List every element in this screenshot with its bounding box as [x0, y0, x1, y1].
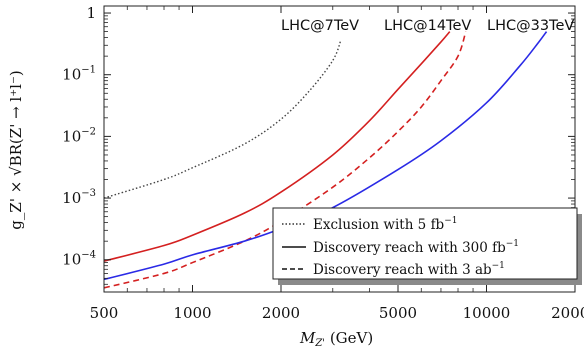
x-tick-label: 10000 [463, 304, 511, 322]
legend-entry-exclusion-sup: −1 [444, 216, 457, 226]
legend-entry-discovery-3ab-sup: −1 [492, 261, 505, 271]
legend-entry-exclusion: Exclusion with 5 fb−1 [313, 216, 457, 233]
legend-box [272, 207, 578, 280]
x-tick-label: 5000 [379, 304, 417, 322]
curve-label-7tev: LHC@7TeV [281, 18, 359, 34]
legend: Exclusion with 5 fb−1 Discovery reach wi… [272, 207, 582, 285]
legend-entry-discovery-300-sup: −1 [506, 239, 519, 249]
curve-label-14tev: LHC@14TeV [384, 18, 471, 34]
series-exclusion-0-line [104, 39, 342, 199]
legend-entry-exclusion-text: Exclusion with 5 fb [313, 217, 444, 233]
y-axis-title: g_Z' × √BR(Z' → l⁺l⁻) [7, 70, 25, 229]
legend-entry-discovery-300-text: Discovery reach with 300 fb [313, 240, 506, 256]
legend-entry-discovery-300: Discovery reach with 300 fb−1 [313, 239, 519, 256]
series-discovery_300-3-line [104, 31, 548, 281]
x-tick-label: 1000 [173, 304, 211, 322]
curve-label-33tev: LHC@33TeV [487, 18, 574, 34]
series-layer [104, 31, 548, 289]
y-tick-label: 1 [86, 4, 96, 22]
x-axis-title: MZ' (GeV) [299, 329, 373, 349]
y-tick-label: 10−2 [62, 126, 96, 145]
legend-entry-discovery-3ab-text: Discovery reach with 3 ab [313, 262, 492, 278]
x-axis-title-main: M [299, 329, 316, 347]
y-tick-label: 10−1 [62, 65, 96, 84]
series-discovery_300-1-line [104, 31, 451, 262]
y-tick-label: 10−4 [62, 250, 96, 269]
tick-layer: 500 1000 2000 5000 10000 20000 10−4 10−3 10−2 10−… [62, 4, 584, 322]
x-tick-label: 500 [90, 304, 119, 322]
y-tick-label: 10−3 [62, 188, 96, 207]
x-axis-title-sub: Z' [314, 338, 325, 349]
x-axis-title-unit: (GeV) [325, 329, 373, 347]
plot-frame [103, 5, 576, 293]
legend-entry-discovery-3ab: Discovery reach with 3 ab−1 [313, 261, 505, 278]
x-tick-label: 20000 [551, 304, 584, 322]
x-tick-label: 2000 [262, 304, 300, 322]
